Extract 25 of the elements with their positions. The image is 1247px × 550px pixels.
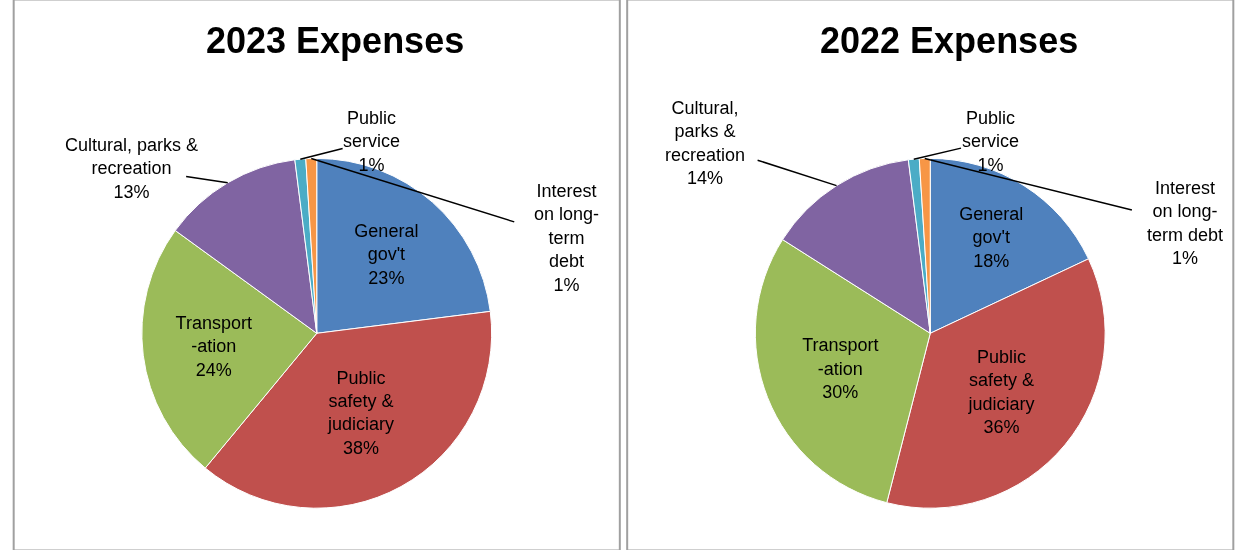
slice-label: Public safety & judiciary — [326, 367, 394, 435]
chart-title: 2023 Expenses — [206, 20, 465, 61]
data-label: 1% — [553, 274, 580, 295]
slice-label: Interest on long- term debt — [1147, 178, 1224, 245]
slice-label: Cultural, parks & recreation — [665, 98, 746, 165]
chart-title: 2022 Expenses — [820, 20, 1079, 61]
data-label: 36% — [983, 416, 1020, 437]
data-label: 14% — [687, 168, 724, 189]
slice-label: Cultural, parks & recreation — [65, 135, 199, 179]
data-label: 1% — [977, 154, 1004, 175]
slice-label: Public safety & judiciary — [967, 346, 1035, 414]
slice-label: General gov't — [959, 203, 1024, 248]
data-label: 23% — [368, 267, 405, 288]
data-label: 24% — [195, 359, 232, 380]
data-label: 38% — [342, 437, 379, 458]
data-label: 30% — [822, 382, 859, 403]
slice-label: Public service — [343, 108, 401, 152]
slice-label: General gov't — [354, 220, 419, 265]
data-label: 18% — [973, 250, 1010, 271]
slice-label: Transport -ation — [802, 335, 879, 379]
data-label: 1% — [1172, 248, 1199, 269]
slice-label: Interest on long- term debt — [534, 181, 600, 272]
data-label: 13% — [113, 181, 150, 202]
slice-label: Transport -ation — [175, 312, 252, 357]
slice-label: Public service — [962, 108, 1020, 152]
